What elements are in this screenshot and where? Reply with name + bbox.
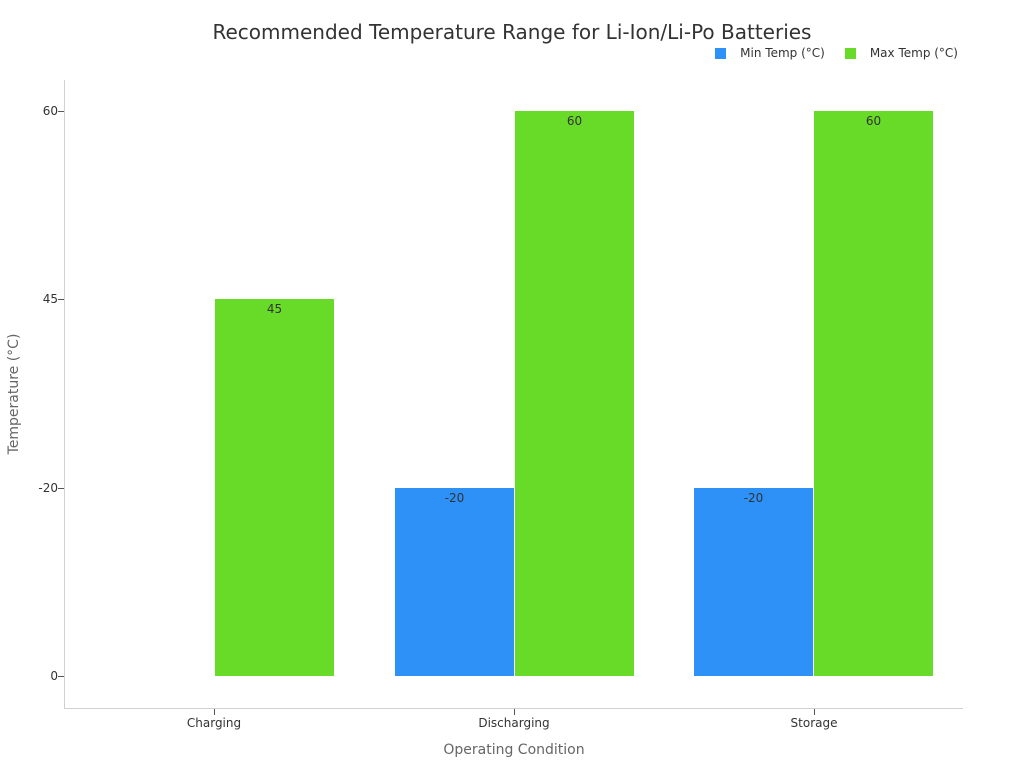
- legend-item-max[interactable]: Max Temp (°C): [844, 46, 958, 60]
- legend-label-min: Min Temp (°C): [740, 46, 825, 60]
- y-tick-label: -20: [38, 481, 58, 495]
- bar-discharging-max[interactable]: 60: [515, 111, 634, 676]
- bar-storage-max[interactable]: 60: [814, 111, 933, 676]
- chart-title: Recommended Temperature Range for Li-Ion…: [212, 20, 812, 44]
- x-axis-line: [64, 708, 963, 709]
- x-tick-label: Storage: [790, 716, 838, 730]
- y-tick: [58, 111, 64, 112]
- y-tick: [58, 488, 64, 489]
- bar-value-label: 45: [266, 302, 283, 316]
- legend: Min Temp (°C) Max Temp (°C): [695, 46, 958, 60]
- y-tick: [58, 299, 64, 300]
- bar-value-label: -20: [444, 491, 465, 505]
- y-tick-label: 60: [42, 104, 58, 118]
- bar-value-label: 60: [865, 114, 882, 128]
- bar-charging-max[interactable]: 45: [215, 299, 334, 676]
- bar-discharging-min[interactable]: -20: [395, 488, 514, 676]
- legend-swatch-min-icon: [715, 47, 727, 59]
- bar-value-label: 60: [566, 114, 583, 128]
- x-tick: [214, 709, 215, 715]
- y-axis-line: [64, 80, 65, 708]
- x-axis-title: Operating Condition: [443, 742, 585, 758]
- legend-item-min[interactable]: Min Temp (°C): [715, 46, 825, 60]
- x-tick-label: Charging: [186, 716, 242, 730]
- x-tick: [814, 709, 815, 715]
- legend-label-max: Max Temp (°C): [869, 46, 958, 60]
- y-tick-label: 45: [42, 292, 58, 306]
- legend-swatch-max-icon: [844, 47, 856, 59]
- y-tick: [58, 676, 64, 677]
- y-axis-title: Temperature (°C): [6, 333, 22, 455]
- x-tick-label: Discharging: [478, 716, 550, 730]
- bar-value-label: -20: [743, 491, 764, 505]
- y-tick-label: 0: [50, 669, 58, 683]
- x-tick: [514, 709, 515, 715]
- bar-storage-min[interactable]: -20: [694, 488, 813, 676]
